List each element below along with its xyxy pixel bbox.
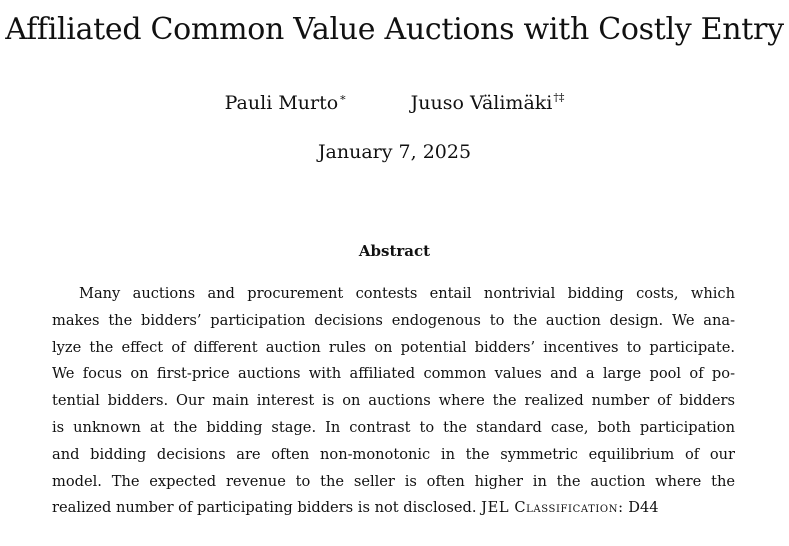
abstract-line-2: makes the bidders’ participation decisio… <box>52 311 735 329</box>
abstract-line-4: We focus on first-price auctions with af… <box>52 365 735 383</box>
author-1: Pauli Murto∗ <box>225 91 347 114</box>
author-1-name: Pauli Murto <box>224 92 339 114</box>
abstract-line-3: lyze the effect of different auction rul… <box>52 338 735 356</box>
author-2: Juuso Välimäki†‡ <box>411 91 565 114</box>
paper-title: Affiliated Common Value Auctions with Co… <box>5 12 784 47</box>
abstract-heading: Abstract <box>358 242 431 260</box>
abstract-line-8: model. The expected revenue to the selle… <box>52 472 735 490</box>
author-1-footnote-mark: ∗ <box>339 91 347 104</box>
abstract-line-6: is unknown at the bidding stage. In cont… <box>52 418 735 436</box>
abstract-line-1: Many auctions and procurement contests e… <box>79 285 735 302</box>
jel-classification-label: JEL Classification: <box>481 499 624 517</box>
author-list: Pauli Murto∗ Juuso Välimäki†‡ <box>0 91 789 114</box>
abstract-body: Many auctions and procurement contests e… <box>52 281 735 522</box>
author-2-name: Juuso Välimäki <box>410 92 553 114</box>
abstract-line-7: and bidding decisions are often non-mono… <box>52 445 735 463</box>
author-2-footnote-mark: †‡ <box>553 91 565 104</box>
jel-code: D44 <box>628 499 659 517</box>
paper-date: January 7, 2025 <box>317 141 472 163</box>
abstract-last-line-text: realized number of participating bidders… <box>52 499 477 517</box>
abstract-line-5: tential bidders. Our main interest is on… <box>52 392 735 410</box>
abstract-line-9: realized number of participating bidders… <box>52 495 735 522</box>
